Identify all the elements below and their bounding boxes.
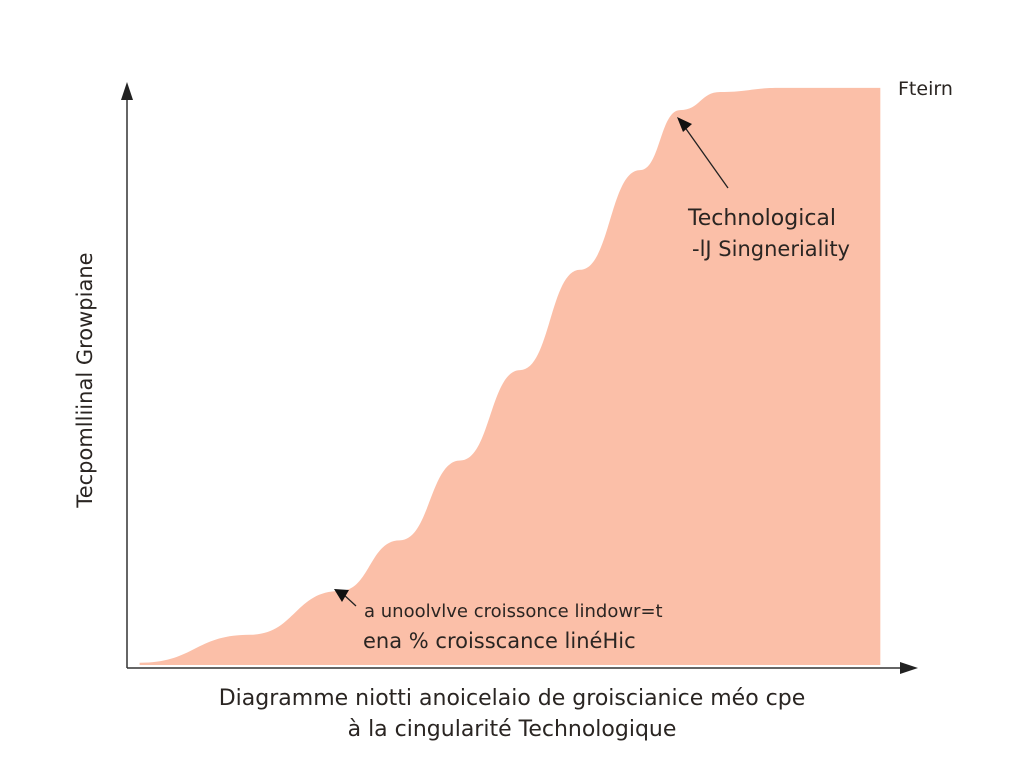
annotation-arrow-line <box>683 125 729 189</box>
y-axis-label: Tecpomlliinal Growpiane <box>73 252 97 508</box>
chart-title-line1: Diagramme niotti anoicelaio de groiscian… <box>219 686 806 711</box>
annotation-arrow-head <box>677 117 692 132</box>
annotation-singularity-line1: Technological <box>687 206 836 231</box>
annotation-singularity-line2: -lJ Singneriality <box>692 237 850 261</box>
annotation-linear-line1: a unoolvlve croissonce lindowr=t <box>364 601 663 622</box>
annotation-arrow-head <box>334 589 349 602</box>
x-axis-arrow <box>900 662 918 674</box>
chart-title-line2: à la cingularité Technologique <box>348 717 677 742</box>
annotation-linear-line2: ena % croisscance linéHic <box>363 629 636 653</box>
x-axis-label: Fteirn <box>898 78 953 100</box>
growth-area <box>139 87 881 666</box>
y-axis-arrow <box>121 82 133 100</box>
